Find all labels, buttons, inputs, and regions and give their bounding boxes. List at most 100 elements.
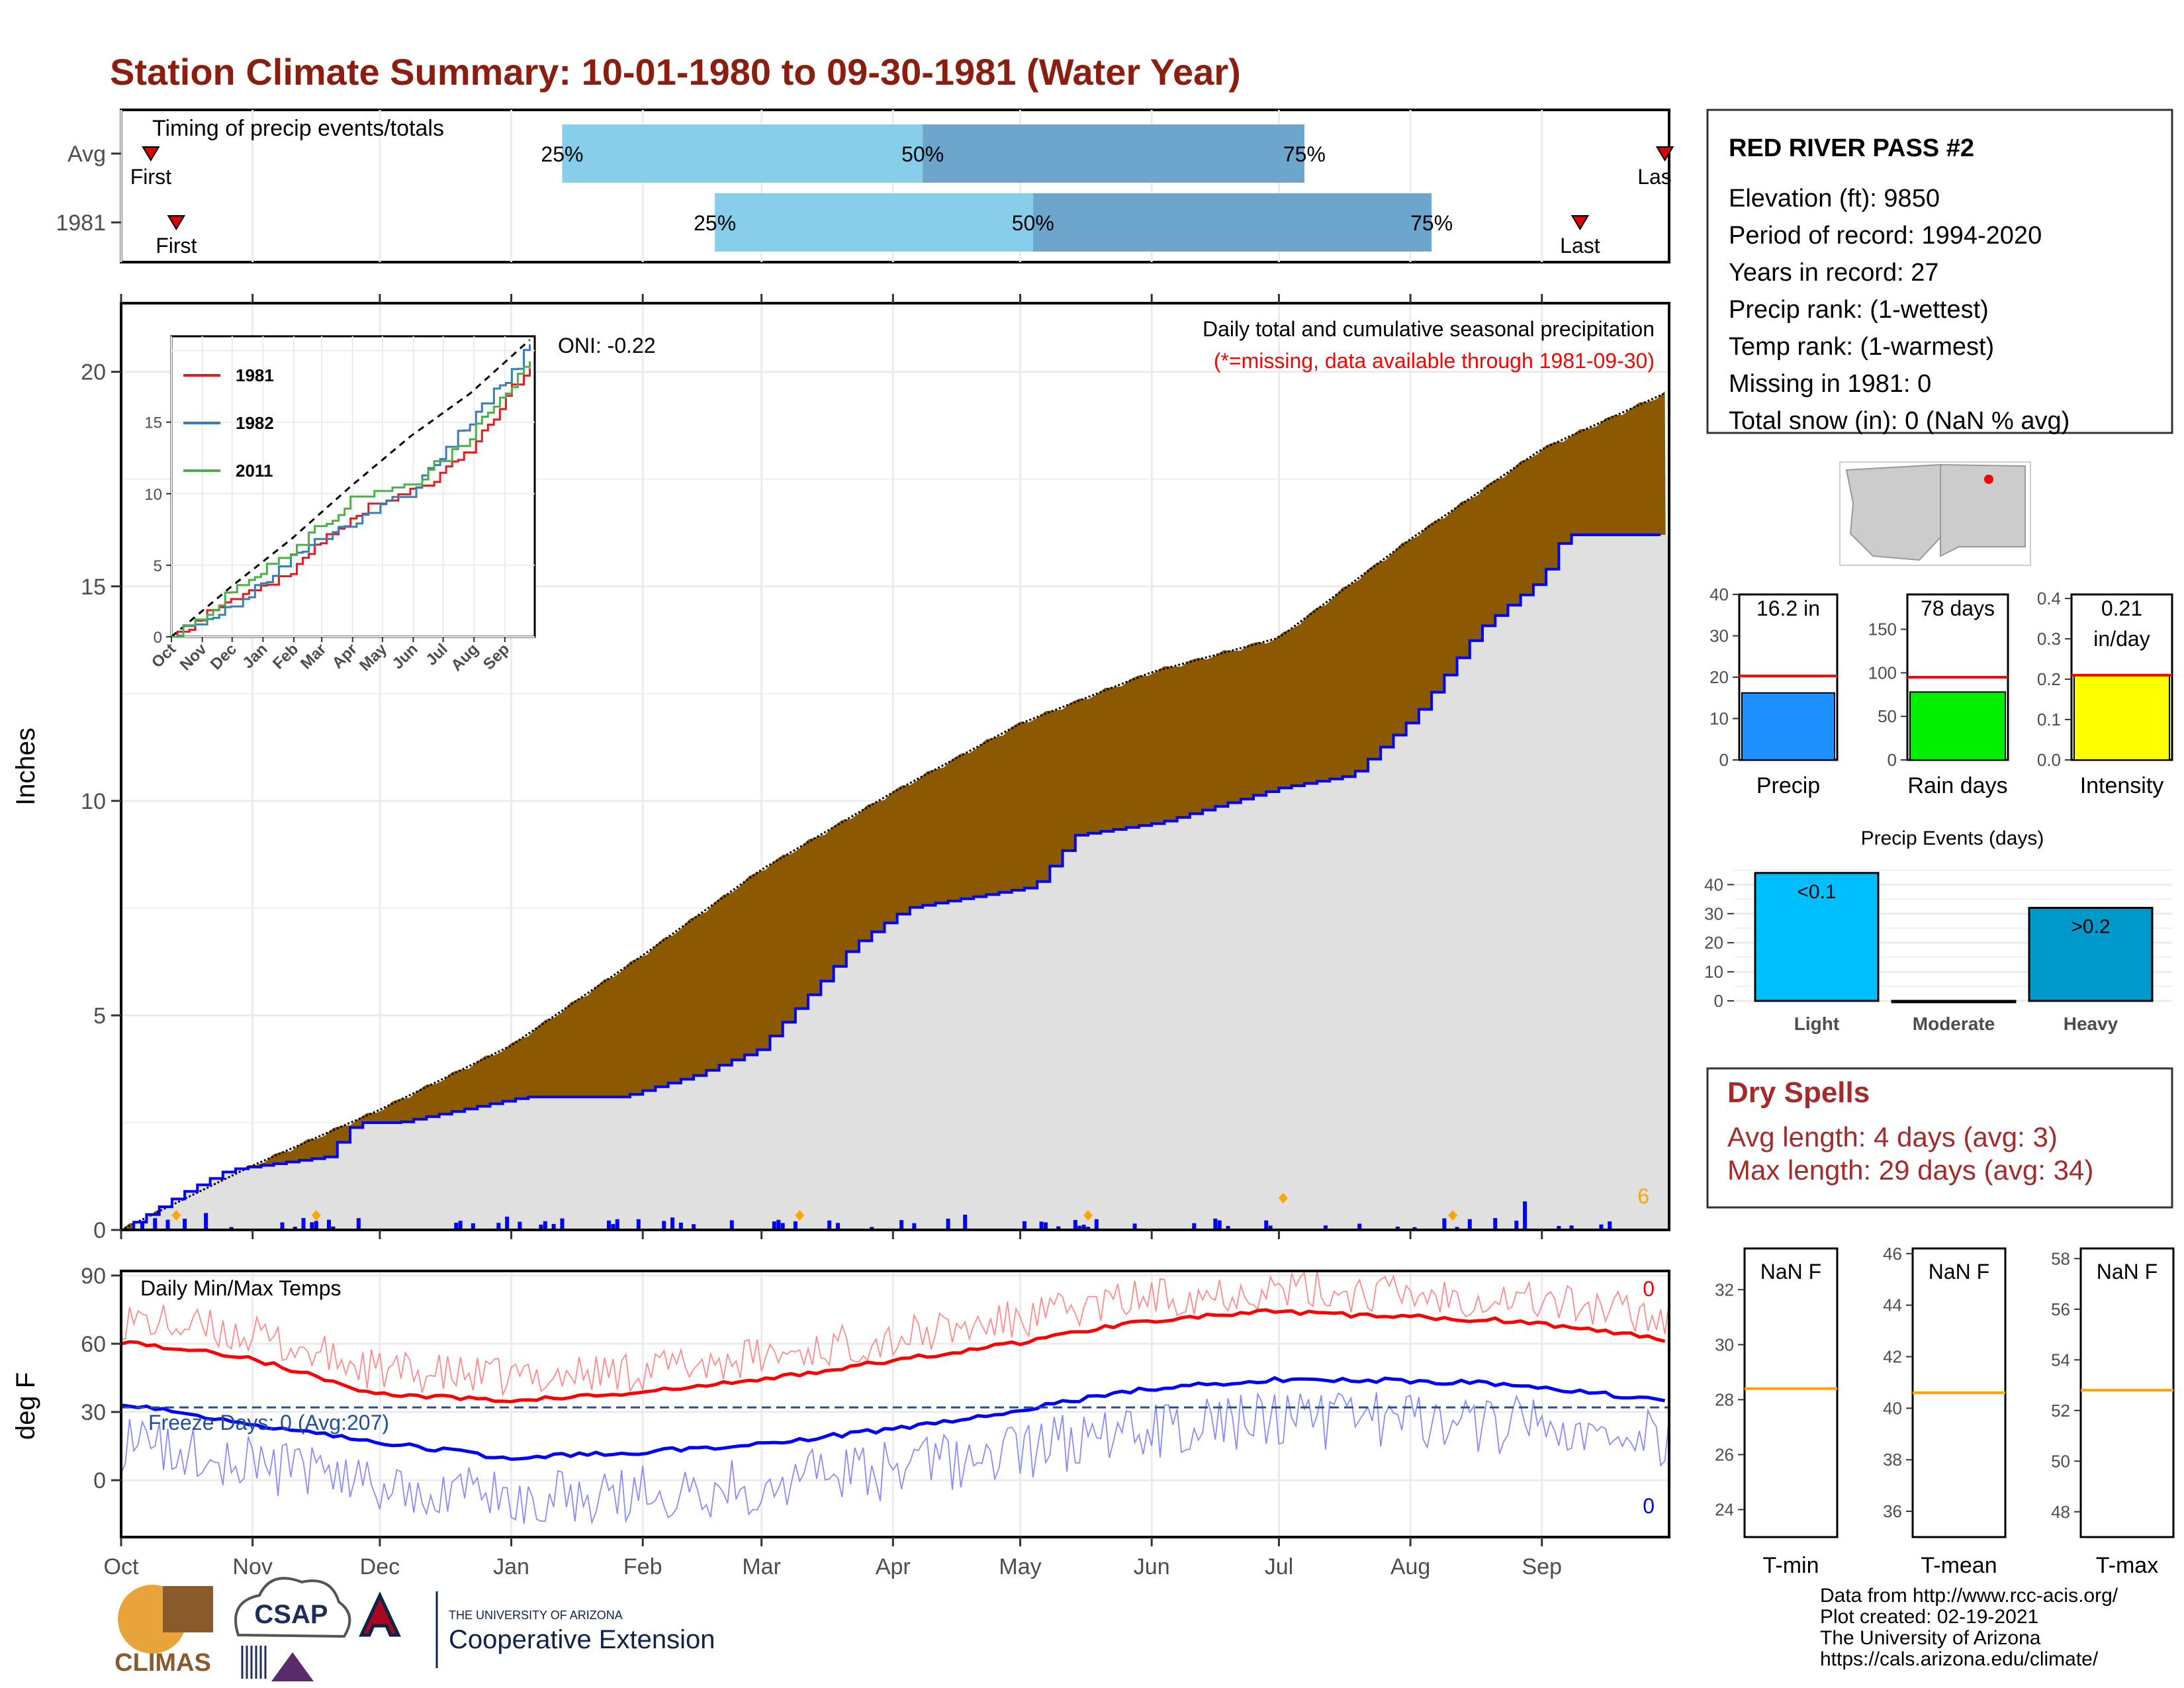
daily-precip-bar [1056,1226,1061,1230]
missing-data-marker [171,1210,181,1221]
first-event-marker [167,215,186,230]
timing-p50-label: 50% [1012,211,1054,235]
inset-ytick-label: 10 [144,486,162,504]
daily-precip-bar [1132,1223,1137,1230]
precip-caption: Daily total and cumulative seasonal prec… [1203,317,1655,341]
dry-spells-max: Max length: 29 days (avg: 34) [1727,1154,2093,1186]
ua-block-a-icon [359,1591,401,1637]
daily-precip-bar [496,1223,501,1230]
daily-precip-bar [780,1223,785,1230]
events-title: Precip Events (days) [1861,827,2044,849]
summary-label: Rain days [1907,773,2007,798]
temp-box-ytick-label: 30 [1715,1335,1734,1354]
temp-frame [120,1270,1670,1538]
temp-panel-label: Daily Min/Max Temps [140,1276,341,1300]
temp-box-ytick-label: 48 [2051,1502,2070,1522]
temp-box-ytick-label: 40 [1883,1398,1902,1418]
daily-precip-bar [356,1218,361,1230]
temp-box-ytick-label: 46 [1883,1244,1902,1264]
inset-average-line [171,339,531,638]
events-ytick-label: 30 [1704,904,1723,923]
daily-precip-bar [1192,1223,1197,1230]
daily-precip-bar [1523,1201,1527,1230]
csap-cloud-icon [234,1577,351,1638]
daily-precip-bar [1094,1219,1099,1230]
daily-precip-bar [471,1223,475,1230]
map-state-east [1940,463,2026,557]
daily-precip-bar [1073,1219,1077,1230]
daily-precip-bar [458,1221,463,1230]
inset-legend-label: 1981 [236,365,274,385]
daily-precip-bar [636,1219,641,1230]
temp-box-ytick-label: 58 [2051,1248,2070,1268]
daily-precip-bar [310,1222,314,1230]
event-label: Light [1794,1013,1839,1034]
station-info-line: Temp rank: (1-warmest) [1729,333,1994,361]
daily-precip-bar [1412,1227,1417,1230]
summary-label: Precip [1756,773,1820,798]
daily-precip-bar [293,1227,297,1230]
timing-p25-label: 25% [694,211,736,235]
daily-precip-bar [1081,1225,1086,1230]
timing-p75-label: 75% [1283,142,1326,166]
daily-precip-bar [615,1219,619,1230]
event-value-label: >0.2 [2071,915,2110,937]
timing-panel: Timing of precip events/totals Avg 25% 50% 7… [56,109,1674,263]
last-event-marker [1570,215,1590,230]
event-bar [1754,872,1880,1002]
precip-ytick-label: 15 [81,575,106,600]
month-label: Jan [493,1554,529,1579]
daily-precip-bar [1077,1225,1082,1230]
climas-logo-text: CLIMAS [114,1649,211,1677]
events-ytick-label: 20 [1704,933,1723,953]
summary-value-bar [1909,691,2006,761]
temp-box-ytick-label: 52 [2051,1401,2070,1421]
daily-precip-bar [314,1221,318,1230]
temp-box-ytick-label: 24 [1715,1499,1734,1519]
daily-precip-bar [1442,1218,1447,1230]
daily-precip-bar [560,1218,565,1230]
summary-value-label: 16.2 in [1756,596,1820,620]
inset-ytick-label: 5 [154,557,162,575]
station-location-dot [1984,475,1993,484]
daily-precip-bar [1514,1221,1519,1230]
station-frame [1706,109,2173,434]
dry-spells-avg: Avg length: 4 days (avg: 3) [1727,1121,2058,1152]
temp-ylabel: deg F [11,1372,40,1440]
timing-bar-50-75 [1032,193,1432,252]
daily-precip-bar [1264,1220,1269,1230]
summary-ytick-label: 0.2 [2037,669,2061,689]
temp-box-label: T-max [2096,1553,2158,1578]
daily-precip-bar [835,1223,840,1230]
missing-data-marker [1448,1210,1458,1221]
summary-ytick-label: 150 [1868,620,1897,639]
inset-legend-label: 1982 [236,413,274,433]
temp-background [121,1271,1669,1537]
timing-row-label: Avg [68,142,106,167]
csap-mountain-icon [271,1652,314,1681]
temp-box-value: NaN F [1760,1260,1821,1284]
first-event-marker [142,146,160,162]
precip-ytick-label: 0 [93,1218,106,1243]
month-label: Aug [1390,1554,1431,1579]
summary-ytick-label: 0.0 [2037,750,2061,770]
page-title: Station Climate Summary: 10-01-1980 to 0… [110,51,1241,93]
daily-precip-bar [1022,1221,1026,1230]
precip-events-chart: Precip Events (days) <0.1 Light Moderate >0.… [1704,827,2172,1034]
footer-line: Data from http://www.rcc-acis.org/ [1820,1585,2118,1607]
missing-data-marker [1083,1210,1093,1221]
average-cumulative-line [120,392,1666,1231]
daily-precip-bar [543,1221,547,1230]
summary-ytick-label: 50 [1878,706,1897,726]
summary-bars: 16.2 in 0 10 20 30 40 Precip 78 days 0 50 100 150 Ra… [1709,585,2173,798]
daily-precip-bar [1217,1220,1222,1230]
daily-precip-bar [963,1214,968,1230]
timing-p75-label: 75% [1410,211,1453,235]
missing-data-marker [311,1210,321,1221]
precip-ylabel: Inches [11,727,40,806]
daily-precip-bar [662,1221,666,1230]
ua-extension-text: Cooperative Extension [449,1625,715,1654]
daily-precip-bar [1467,1219,1472,1230]
last-event-marker [1655,146,1674,162]
